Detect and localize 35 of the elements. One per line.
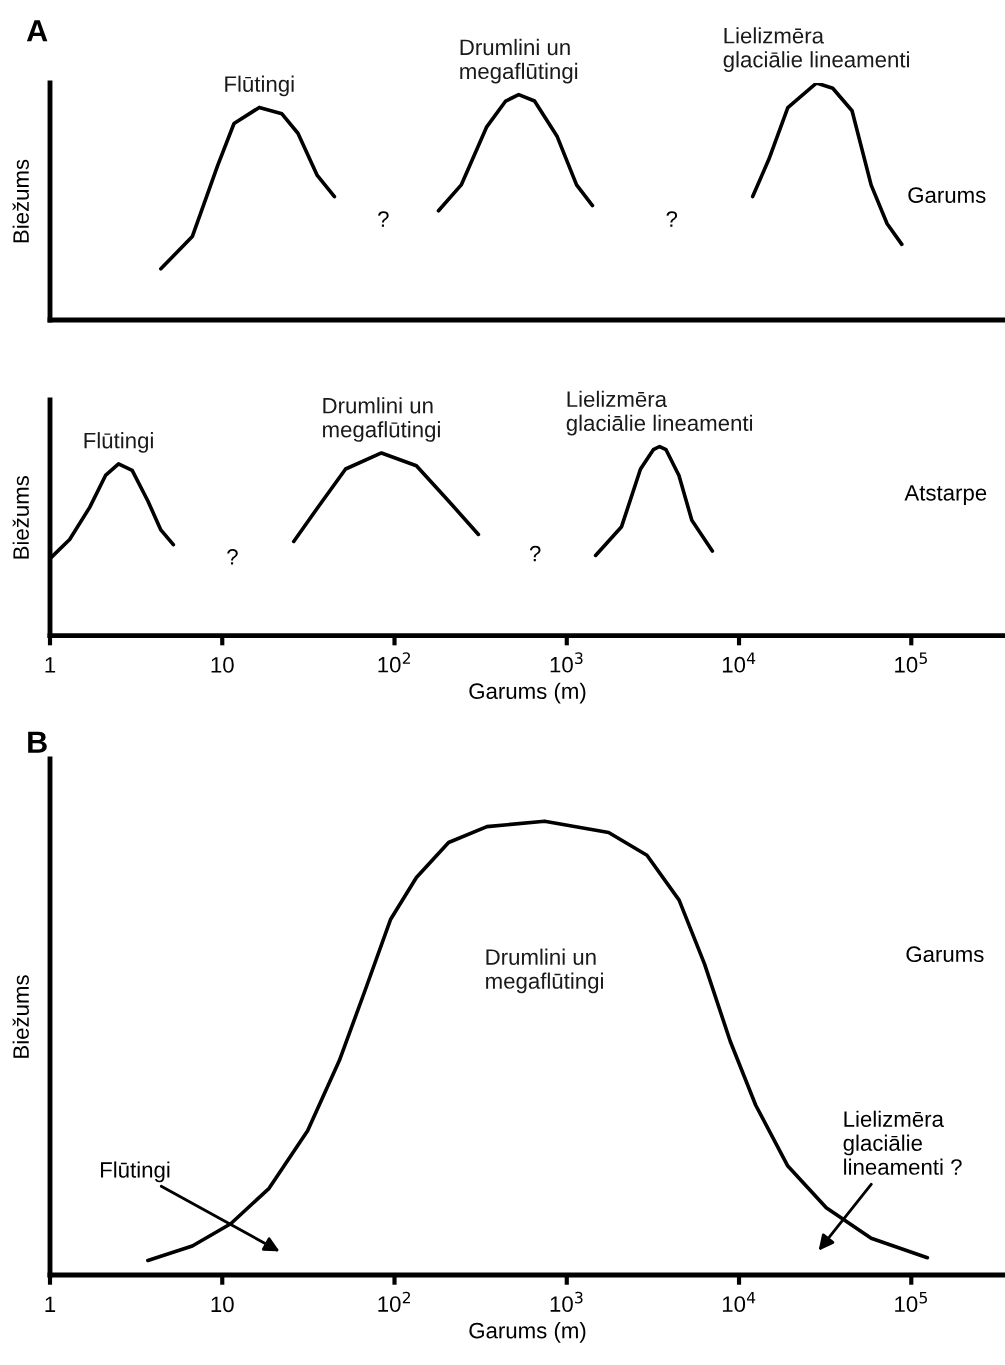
series-label: Lielizmēra glaciālie lineamenti <box>566 390 753 436</box>
series-label: Drumlini un megaflūtingi <box>323 397 440 442</box>
x-axis-title: Garums (m) <box>469 682 586 704</box>
annotation: Lielizmēra glaciālie lineamenti ? <box>843 1110 962 1175</box>
x-tick-label: 10$^{3}$ <box>550 1291 583 1312</box>
series-label: Flūtingi <box>84 432 153 453</box>
y-axis-title: Biežums <box>12 975 29 1058</box>
x-tick-label: 10 <box>211 1296 234 1313</box>
x-tick-label: 10$^{2}$ <box>378 1291 410 1312</box>
series-label: Flūtingi <box>225 75 294 97</box>
annotation: Garums <box>908 187 986 203</box>
series-label: Lielizmēra glaciālie lineamenti <box>723 27 909 72</box>
y-axis-title: Biežums <box>12 476 29 559</box>
x-tick-label: 1 <box>45 1296 56 1312</box>
annotation: ? <box>378 211 389 227</box>
x-tick-label: 1 <box>45 657 56 673</box>
chart-title: B <box>28 731 47 753</box>
annotation: ? <box>529 545 541 562</box>
x-tick-label: 10$^{4}$ <box>722 652 756 673</box>
chart-title: A <box>26 20 48 42</box>
x-tick-label: 10$^{2}$ <box>378 652 410 673</box>
x-tick-label: 10 <box>211 657 234 673</box>
annotation: Flūtingi <box>101 1161 170 1183</box>
x-tick-label: 10$^{4}$ <box>722 1291 756 1312</box>
text: Drumlini un megaflūtingi <box>486 948 603 994</box>
x-tick-label: 10$^{3}$ <box>550 652 583 673</box>
annotation: Atstarpe <box>904 485 987 506</box>
y-axis-title: Biežums <box>12 159 29 243</box>
x-axis-title: Garums (m) <box>469 1322 586 1343</box>
annotation: Garums <box>906 946 984 963</box>
x-tick-label: 10$^{5}$ <box>895 1291 927 1312</box>
series-label: Drumlini un megaflūtingi <box>460 38 578 84</box>
x-tick-label: 10$^{5}$ <box>895 652 927 673</box>
annotation: ? <box>227 549 238 565</box>
annotation: ? <box>666 211 678 227</box>
